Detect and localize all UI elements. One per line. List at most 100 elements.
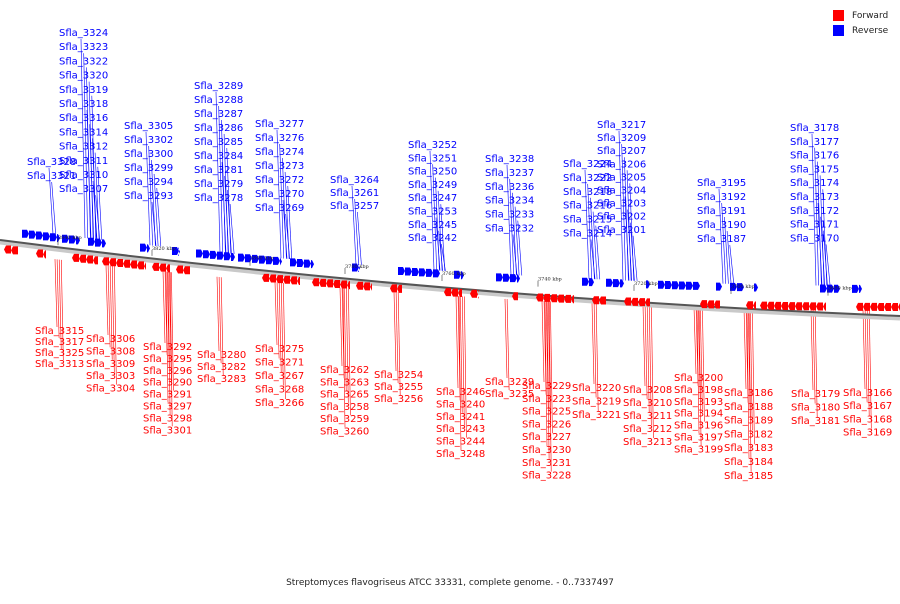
forward-gene-label: Sfla_3220 [572,383,621,394]
forward-gene-arrow [543,293,550,302]
forward-gene-arrow [788,302,795,311]
label-guide-line [514,206,520,276]
reverse-gene-arrow [737,283,744,292]
reverse-gene-label: Sfla_3170 [790,233,839,244]
label-guide-line [698,307,702,446]
reverse-gene-label: Sfla_3320 [59,71,108,82]
label-guide-line [812,309,816,404]
reverse-gene-arrow [95,238,102,247]
forward-gene-arrow [863,302,870,311]
forward-gene-label: Sfla_3167 [843,401,892,412]
label-guide-line [811,133,817,286]
forward-gene-arrow [714,300,720,309]
reverse-gene-label: Sfla_3257 [330,201,379,212]
label-guide-line [649,305,652,426]
genome-backbone [0,239,900,317]
reverse-gene-arrow [754,283,758,292]
reverse-gene-arrow [259,255,266,264]
reverse-gene-label: Sfla_3273 [255,161,304,172]
label-guide-line [287,185,293,260]
reverse-gene-label: Sfla_3178 [790,123,839,134]
label-guide-line [595,225,601,280]
reverse-gene-label: Sfla_3272 [255,175,304,186]
reverse-gene-arrow [217,251,224,260]
reverse-gene-label: Sfla_3284 [194,151,243,162]
reverse-gene-label: Sfla_3285 [194,137,243,148]
forward-gene-label: Sfla_3267 [255,371,304,382]
label-guide-line [216,276,220,352]
label-guide-line [517,220,523,276]
forward-gene-label: Sfla_3219 [572,397,621,408]
forward-gene-label: Sfla_3185 [724,471,773,482]
label-guide-line [459,296,463,413]
forward-gene-arrow [340,280,347,289]
label-guide-line [107,265,111,348]
label-guide-line [95,195,100,240]
forward-gene-arrow [102,257,109,266]
reverse-gene-arrow [196,249,203,258]
reverse-gene-arrow [62,234,69,243]
reverse-gene-label: Sfla_3270 [255,189,304,200]
reverse-gene-arrow [510,274,517,283]
reverse-gene-label: Sfla_3206 [597,159,646,170]
forward-gene-arrow [159,263,166,272]
reverse-gene-label: Sfla_3249 [408,180,457,191]
forward-gene-label: Sfla_3268 [255,385,304,396]
label-guide-line [97,166,103,240]
reverse-gene-label: Sfla_3245 [408,220,457,231]
forward-gene-label: Sfla_3283 [197,374,246,385]
forward-gene-label: Sfla_3282 [197,362,246,373]
forward-gene-label: Sfla_3260 [320,427,369,438]
label-guide-line [351,185,357,265]
label-guide-line [153,173,159,247]
reverse-gene-label: Sfla_3202 [597,212,646,223]
label-guide-line [506,164,512,275]
forward-gene-arrow [79,254,86,263]
reverse-gene-label: Sfla_3192 [697,192,746,203]
label-guide-line [590,239,596,280]
forward-gene-label: Sfla_3169 [843,428,892,439]
scale-tick-label: 3700 kbp [731,284,755,290]
label-guide-line [721,202,726,284]
forward-gene-arrow [802,302,809,311]
label-guide-line [726,230,732,284]
label-guide-line [156,187,162,247]
forward-gene-arrow [290,276,297,285]
reverse-gene-label: Sfla_3247 [408,193,457,204]
legend-reverse-label: Reverse [852,25,889,36]
forward-gene-arrow [144,262,146,271]
reverse-gene-label: Sfla_3318 [59,99,108,110]
reverse-gene-arrow [273,256,280,265]
label-guide-line [506,299,510,391]
reverse-gene-label: Sfla_3294 [124,177,173,188]
forward-gene-arrow [262,273,269,282]
reverse-gene-arrow [358,264,360,273]
reverse-gene-arrow [76,236,80,245]
reverse-gene-arrow [203,250,210,259]
reverse-gene-arrow [304,259,311,268]
forward-gene-arrow [152,262,159,271]
reverse-gene-label: Sfla_3217 [597,120,646,131]
label-guide-line [61,259,64,361]
scale-tick-label: 3740 kbp [538,277,562,283]
forward-gene-arrow [116,258,123,267]
forward-gene-arrow [781,301,788,310]
label-guide-line [357,211,362,265]
label-guide-line [354,198,359,265]
label-guide-line [593,303,597,398]
reverse-gene-label: Sfla_3236 [485,182,534,193]
reverse-gene-arrow [172,247,179,256]
forward-gene-label: Sfla_3196 [674,421,723,432]
reverse-gene-label: Sfla_3302 [124,135,173,146]
forward-gene-arrow [564,294,571,303]
forward-gene-arrow [592,296,599,305]
reverse-gene-arrow [412,267,419,276]
reverse-gene-arrow [582,277,589,286]
label-guide-line [285,213,290,260]
reverse-gene-label: Sfla_3311 [59,156,108,167]
label-guide-line [702,307,705,422]
scale-tick-label: 3720 kbp [634,281,658,287]
forward-gene-arrow [166,264,170,273]
forward-gene-label: Sfla_3181 [791,416,840,427]
label-guide-line [696,307,700,434]
